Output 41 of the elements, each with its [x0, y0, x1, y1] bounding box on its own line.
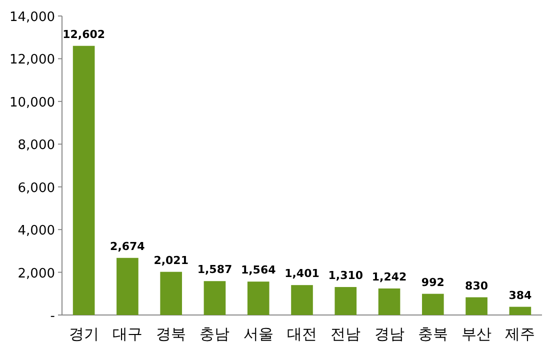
data-label: 1,242 — [372, 270, 407, 284]
data-label: 2,674 — [110, 240, 146, 253]
x-tick-label: 경남 — [374, 325, 404, 343]
y-tick-label: 6,000 — [18, 180, 55, 196]
y-tick-label: 4,000 — [18, 224, 55, 239]
data-label: 1,587 — [197, 263, 232, 276]
bar — [334, 287, 357, 315]
bar — [422, 294, 444, 315]
x-tick-label: 서울 — [243, 325, 274, 343]
data-label: 830 — [465, 279, 488, 292]
data-label: 1,401 — [284, 267, 320, 280]
bar — [204, 281, 226, 315]
x-tick-label: 대구 — [112, 325, 142, 343]
x-tick-label: 제주 — [505, 325, 536, 343]
y-tick-label: 12,000 — [10, 52, 55, 68]
data-label: 1,310 — [328, 269, 364, 282]
x-tick-label: 충북 — [418, 325, 448, 343]
bar — [466, 297, 488, 315]
bar — [116, 258, 138, 315]
bar — [378, 288, 400, 315]
bar — [291, 285, 313, 315]
x-tick-label: 충남 — [200, 325, 230, 343]
x-tick-label: 대전 — [287, 325, 317, 343]
data-label: 1,564 — [240, 264, 276, 277]
x-tick-label: 전남 — [330, 325, 361, 343]
data-label: 12,602 — [62, 28, 106, 41]
y-tick-label: 8,000 — [18, 138, 55, 154]
bar — [247, 282, 270, 315]
bar — [160, 272, 182, 315]
data-label: 992 — [421, 276, 444, 289]
x-tick-label: 경북 — [156, 325, 186, 343]
data-label: 384 — [508, 288, 532, 302]
bar — [72, 46, 95, 315]
y-tick-label: 2,000 — [18, 266, 55, 282]
data-label: 2,021 — [154, 254, 188, 267]
bar — [509, 306, 532, 315]
y-tick-label: 10,000 — [10, 95, 55, 110]
y-tick-label: - — [50, 309, 56, 324]
x-tick-label: 경기 — [68, 325, 99, 343]
y-tick-label: 14,000 — [10, 10, 55, 25]
x-tick-label: 부산 — [462, 325, 492, 343]
